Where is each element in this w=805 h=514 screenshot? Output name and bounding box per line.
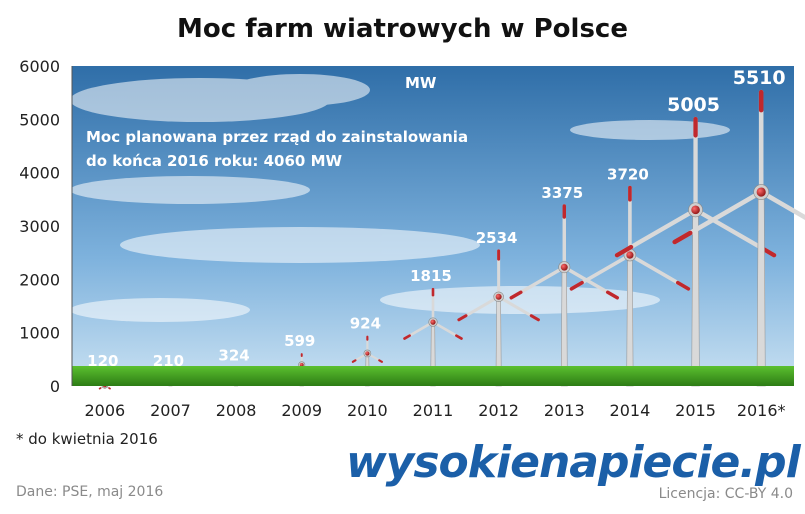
x-tick-label: 2013 (544, 401, 585, 420)
x-tick-label: 2014 (610, 401, 651, 420)
turbine-blade-tip (108, 387, 111, 390)
turbine-blade-tip (351, 359, 357, 363)
license-note: Licencja: CC-BY 4.0 (658, 486, 793, 502)
turbine-hub (299, 362, 304, 367)
turbine-hub (430, 319, 436, 325)
x-tick-label: 2016* (737, 401, 786, 420)
x-tick-label: 2010 (347, 401, 388, 420)
turbine-hub (756, 187, 766, 197)
y-tick-label: 1000 (19, 324, 60, 343)
y-tick-label: 3000 (19, 217, 60, 236)
turbine-blade-tip (614, 244, 634, 258)
value-label: 210 (153, 352, 184, 370)
x-tick-label: 2009 (281, 401, 322, 420)
clouds (70, 74, 730, 322)
x-axis: 2006 2007 2008 2009 2010 2011 2012 2013 2014 2015… (84, 401, 785, 420)
turbine-bar (672, 89, 805, 387)
turbine-blade-tip (403, 334, 411, 340)
x-tick-label: 2007 (150, 401, 191, 420)
turbine-blade-tip (457, 314, 468, 322)
value-label: 599 (284, 332, 315, 350)
unit-label: MW (405, 74, 437, 92)
turbine-blade-tip (98, 387, 102, 390)
turbine-bar (457, 249, 540, 387)
chart-title: Moc farm wiatrowych w Polsce (177, 14, 628, 44)
turbine-blade-tip (672, 230, 693, 245)
plan-annotation: Moc planowana przez rząd do zainstalowan… (86, 128, 473, 170)
value-label: 2534 (476, 229, 518, 247)
footnote: * do kwietnia 2016 (16, 430, 158, 448)
turbine-blade-tip (378, 359, 383, 363)
y-tick-label: 4000 (19, 164, 60, 183)
logo: wysokienapiecie.pl (346, 437, 801, 488)
value-label: 5510 (733, 67, 786, 89)
turbine-hub (560, 263, 568, 271)
source-note: Dane: PSE, maj 2016 (16, 484, 164, 500)
y-tick-label: 5000 (19, 110, 60, 129)
turbine-blade-tip (509, 290, 523, 300)
turbine-blade-tip (569, 280, 584, 291)
turbine-blade-tip (529, 314, 540, 322)
y-tick-label: 0 (50, 377, 60, 396)
y-tick-label: 6000 (19, 57, 60, 76)
turbine-hub (626, 251, 634, 259)
logo-part-1: wysokie (346, 437, 540, 488)
x-tick-label: 2008 (216, 401, 257, 420)
turbine-series (98, 89, 805, 390)
value-label: 324 (218, 347, 249, 365)
value-label: 1815 (410, 267, 452, 285)
x-tick-label: 2006 (84, 401, 125, 420)
value-label: 5005 (667, 94, 720, 116)
value-label: 924 (350, 315, 381, 333)
x-tick-label: 2011 (413, 401, 454, 420)
turbine-blade-tip (675, 280, 691, 291)
grass-ground (72, 366, 794, 386)
value-label: 3375 (541, 184, 583, 202)
logo-part-2: napiecie.pl (538, 437, 801, 488)
y-tick-label: 2000 (19, 270, 60, 289)
turbine-hub (365, 351, 370, 356)
value-labels: 120 210 324 599 924 1815 2534 3375 3720 5005 5510 (87, 67, 785, 370)
turbine-bar (569, 185, 691, 387)
y-axis: 0 1000 2000 3000 4000 5000 6000 (19, 57, 60, 396)
turbine-tower (691, 209, 700, 387)
turbine-blade-tip (455, 334, 463, 340)
plan-annotation-line-2: do końca 2016 roku: 4060 MW (86, 152, 343, 170)
turbine-bar (509, 204, 619, 387)
value-label: 3720 (607, 166, 649, 184)
turbine-hub (495, 293, 502, 300)
turbine-tower (756, 191, 766, 387)
plan-annotation-line-1: Moc planowana przez rząd do zainstalowan… (86, 128, 468, 146)
turbine-hub (691, 205, 700, 215)
x-tick-label: 2015 (675, 401, 716, 420)
x-tick-label: 2012 (478, 401, 519, 420)
value-label: 120 (87, 352, 118, 370)
turbine-blade (758, 189, 805, 220)
turbine-blade-tip (606, 290, 619, 300)
